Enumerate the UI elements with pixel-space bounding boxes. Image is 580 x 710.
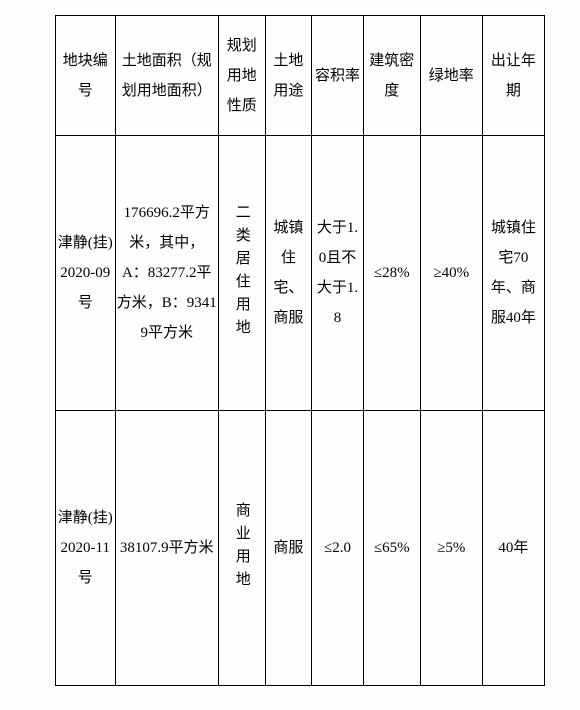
cell-land-area: 38107.9平方米 — [115, 411, 219, 686]
header-lease-term: 出让年期 — [482, 16, 544, 136]
header-land-area: 土地面积（规划用地面积） — [115, 16, 219, 136]
cell-plot-ratio: 大于1.0且不大于1.8 — [312, 136, 364, 411]
cell-land-type: 二类居住用地 — [219, 136, 266, 411]
cell-plot-id: 津静(挂)2020-09号 — [56, 136, 116, 411]
land-data-table: 地块编号 土地面积（规划用地面积） 规划用地性质 土地用途 容积率 建筑密度 绿… — [55, 15, 545, 686]
cell-plot-ratio: ≤2.0 — [312, 411, 364, 686]
table-row: 津静(挂)2020-11号 38107.9平方米 商业用地 商服 ≤2.0 ≤6… — [56, 411, 545, 686]
table-header-row: 地块编号 土地面积（规划用地面积） 规划用地性质 土地用途 容积率 建筑密度 绿… — [56, 16, 545, 136]
header-plot-id: 地块编号 — [56, 16, 116, 136]
cell-green-rate: ≥40% — [420, 136, 482, 411]
table-row: 津静(挂)2020-09号 176696.2平方米，其中，A：83277.2平方… — [56, 136, 545, 411]
cell-green-rate: ≥5% — [420, 411, 482, 686]
cell-land-use: 商服 — [265, 411, 312, 686]
cell-land-use: 城镇住宅、商服 — [265, 136, 312, 411]
cell-building-density: ≤28% — [363, 136, 420, 411]
cell-lease-term: 城镇住宅70年、商服40年 — [482, 136, 544, 411]
header-building-density: 建筑密度 — [363, 16, 420, 136]
header-plot-ratio: 容积率 — [312, 16, 364, 136]
cell-building-density: ≤65% — [363, 411, 420, 686]
cell-plot-id: 津静(挂)2020-11号 — [56, 411, 116, 686]
cell-land-area: 176696.2平方米，其中，A：83277.2平方米，B：93419平方米 — [115, 136, 219, 411]
header-green-rate: 绿地率 — [420, 16, 482, 136]
header-land-use: 土地用途 — [265, 16, 312, 136]
header-land-type: 规划用地性质 — [219, 16, 266, 136]
cell-land-type: 商业用地 — [219, 411, 266, 686]
cell-lease-term: 40年 — [482, 411, 544, 686]
